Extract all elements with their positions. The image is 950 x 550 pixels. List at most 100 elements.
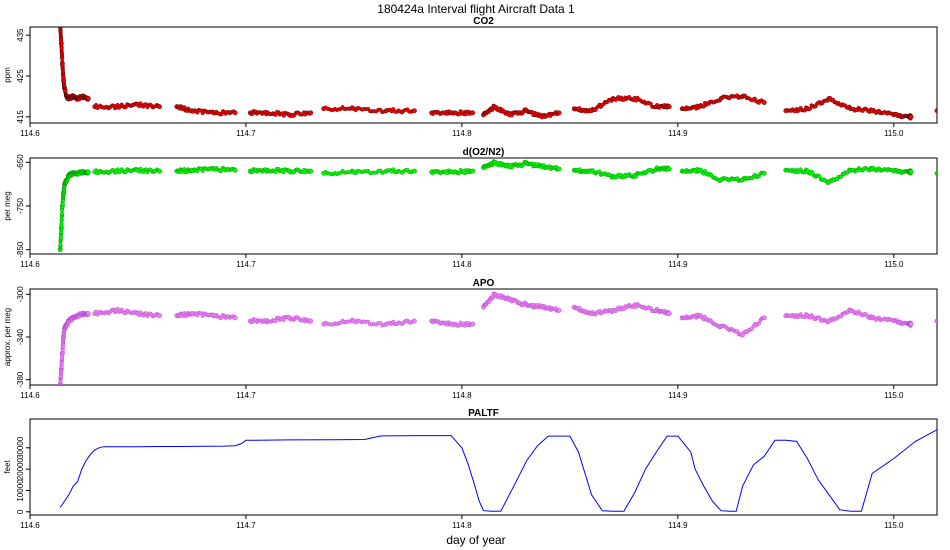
co2-point — [808, 106, 813, 111]
co2-segment — [783, 96, 914, 121]
apo-point — [935, 319, 937, 324]
o2n2-y-tick-label: -650 — [16, 154, 25, 171]
co2-segment — [481, 103, 562, 120]
o2n2-point — [938, 173, 942, 177]
o2n2-segment — [429, 168, 476, 176]
co2-point — [63, 88, 68, 93]
apo-point — [761, 315, 767, 321]
figure-xlabel: day of year — [446, 533, 505, 547]
apo-point — [366, 319, 371, 324]
apo-point — [946, 313, 950, 317]
co2-point — [941, 108, 945, 112]
o2n2-plot-area — [57, 159, 948, 253]
co2-point — [937, 110, 941, 114]
apo-point — [939, 317, 943, 321]
apo-x-tick-label: 115.0 — [884, 391, 904, 400]
apo-title: APO — [473, 278, 495, 289]
apo-y-tick-label: -300 — [16, 286, 25, 303]
apo-y-tick-label: -340 — [16, 328, 25, 345]
apo-plot-area — [57, 291, 950, 385]
co2-y-tick-label: 425 — [16, 69, 25, 83]
apo-point — [938, 320, 942, 324]
o2n2-point — [556, 166, 562, 172]
o2n2-point — [939, 171, 943, 175]
apo-point — [941, 318, 945, 322]
apo-point — [232, 315, 238, 321]
paltf-ylabel: feet — [3, 460, 12, 474]
apo-point — [157, 313, 162, 319]
apo-point — [939, 318, 943, 322]
paltf-x-tick-label: 115.0 — [884, 521, 904, 530]
paltf-line — [59, 429, 937, 512]
o2n2-segment — [934, 170, 948, 177]
o2n2-x-tick-label: 114.6 — [20, 260, 40, 269]
apo-segment — [92, 306, 162, 319]
o2n2-point — [943, 171, 947, 175]
paltf-x-tick-label: 114.6 — [20, 521, 40, 530]
co2-x-tick-label: 114.9 — [668, 129, 688, 138]
o2n2-point — [597, 169, 602, 174]
apo-x-tick-label: 114.8 — [452, 391, 472, 400]
paltf-y-tick-label: 10000 — [16, 479, 25, 502]
co2-ylabel: ppm — [3, 67, 12, 83]
apo-y-tick-label: -380 — [16, 371, 25, 388]
co2-point — [411, 108, 417, 114]
co2-point — [666, 104, 672, 110]
co2-y-tick-label: 415 — [16, 110, 25, 124]
o2n2-point — [944, 171, 948, 175]
co2-segment — [679, 93, 767, 112]
co2-point — [308, 110, 314, 116]
o2n2-point — [157, 168, 162, 174]
o2n2-segment — [321, 167, 417, 177]
o2n2-point — [85, 169, 91, 175]
o2n2-point — [58, 243, 63, 247]
co2-point — [232, 110, 238, 116]
o2n2-x-tick-label: 115.0 — [884, 260, 904, 269]
o2n2-point — [634, 174, 638, 179]
o2n2-segment — [247, 166, 314, 175]
o2n2-segment — [481, 159, 562, 172]
o2n2-title: d(O2/N2) — [463, 147, 505, 158]
co2-point — [940, 106, 944, 110]
o2n2-point — [936, 171, 937, 175]
o2n2-point — [943, 172, 947, 176]
co2-point — [935, 109, 937, 113]
apo-x-tick-label: 114.6 — [20, 391, 40, 400]
co2-segment — [174, 104, 238, 117]
o2n2-segment — [174, 165, 238, 175]
apo-point — [666, 311, 672, 316]
apo-segment — [57, 310, 91, 385]
o2n2-segment — [571, 165, 672, 180]
co2-segment — [571, 95, 672, 114]
o2n2-point — [937, 173, 941, 177]
o2n2-point — [941, 173, 945, 177]
co2-point — [936, 108, 937, 111]
o2n2-point — [939, 172, 943, 176]
co2-point — [945, 107, 949, 111]
apo-segment — [247, 314, 314, 325]
o2n2-x-tick-label: 114.9 — [668, 260, 688, 269]
apo-point — [908, 321, 914, 327]
chart-panels: CO2 ppm 114.6 114.7 114.8 114.9 115.0 415 425 435… — [3, 16, 950, 530]
figure-title: 180424a Interval flight Aircraft Data 1 — [377, 2, 575, 16]
o2n2-point — [941, 173, 945, 177]
co2-x-tick-label: 114.7 — [236, 129, 256, 138]
co2-plot-area — [57, 27, 949, 121]
apo-ylabel: approx. per meg — [3, 308, 12, 366]
apo-point — [944, 315, 948, 319]
apo-point — [943, 316, 947, 320]
co2-point — [942, 106, 946, 110]
co2-point — [939, 108, 943, 112]
o2n2-point — [59, 221, 64, 226]
apo-point — [470, 321, 476, 327]
o2n2-segment — [679, 167, 767, 183]
o2n2-point — [761, 170, 767, 176]
co2-point — [85, 96, 91, 101]
o2n2-segment — [92, 166, 162, 176]
o2n2-point — [940, 170, 944, 174]
paltf-title: PALTF — [468, 408, 499, 419]
co2-segment — [57, 27, 91, 102]
apo-point — [945, 316, 949, 320]
apo-segment — [429, 318, 476, 328]
